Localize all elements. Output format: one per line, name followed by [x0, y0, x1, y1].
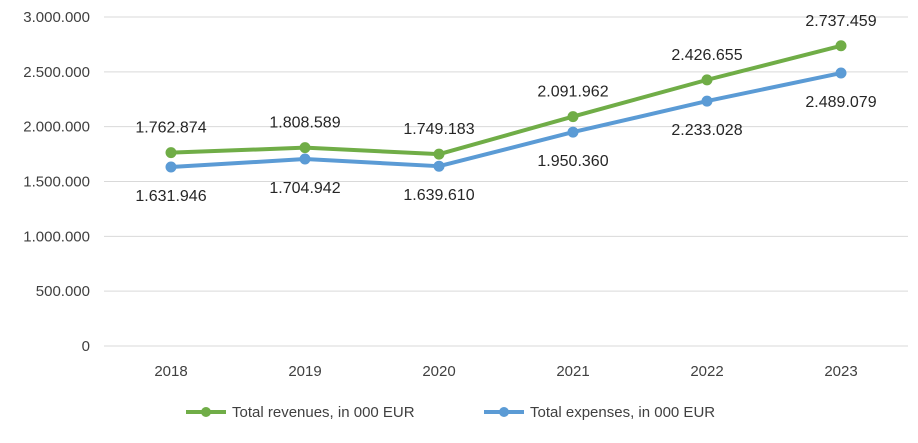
data-point: [433, 148, 445, 160]
legend-swatch-marker: [499, 407, 509, 417]
series-line-0: [169, 43, 843, 157]
y-tick-label: 1.500.000: [23, 174, 90, 191]
data-point: [299, 142, 311, 154]
data-label: 2.737.459: [805, 13, 876, 30]
x-tick-label: 2023: [824, 363, 857, 380]
y-tick-label: 0: [82, 338, 90, 355]
data-label: 1.950.360: [537, 153, 608, 170]
data-label: 2.426.655: [671, 47, 742, 64]
data-point: [701, 95, 713, 107]
x-tick-label: 2020: [422, 363, 455, 380]
legend-swatch-marker: [201, 407, 211, 417]
data-label: 2.091.962: [537, 84, 608, 101]
data-label: 1.749.183: [403, 121, 474, 138]
data-point: [165, 147, 177, 159]
data-label: 1.704.942: [269, 180, 340, 197]
data-labels: 1.762.874 1.808.589 1.749.183 2.091.962 2.42…: [135, 13, 876, 205]
gridlines: [104, 16, 908, 292]
legend: Total revenues, in 000 EUR Total expenses…: [186, 404, 715, 421]
data-label: 1.631.946: [135, 188, 206, 205]
data-point: [567, 111, 579, 123]
x-tick-label: 2022: [690, 363, 723, 380]
data-point: [701, 74, 713, 86]
data-label: 2.489.079: [805, 94, 876, 111]
y-tick-label: 2.500.000: [23, 64, 90, 81]
x-tick-label: 2019: [288, 363, 321, 380]
data-label: 1.808.589: [269, 115, 340, 132]
y-tick-label: 2.000.000: [23, 119, 90, 136]
axes: 0 500.000 1.000.000 1.500.000 2.000.000 2.500…: [23, 9, 908, 380]
data-point: [835, 40, 847, 52]
y-tick-label: 1.000.000: [23, 228, 90, 245]
data-point: [835, 67, 847, 79]
y-tick-label: 3.000.000: [23, 9, 90, 26]
data-point: [433, 160, 445, 172]
legend-label: Total expenses, in 000 EUR: [530, 404, 715, 421]
data-point: [567, 126, 579, 138]
data-point: [299, 153, 311, 165]
data-label: 2.233.028: [671, 122, 742, 139]
data-point: [165, 161, 177, 173]
data-label: 1.639.610: [403, 187, 474, 204]
x-tick-label: 2021: [556, 363, 589, 380]
y-tick-label: 500.000: [36, 283, 90, 300]
x-tick-label: 2018: [154, 363, 187, 380]
series-line-1: [169, 71, 843, 170]
data-label: 1.762.874: [135, 120, 206, 137]
series-lines: [165, 40, 847, 173]
legend-label: Total revenues, in 000 EUR: [232, 404, 415, 421]
